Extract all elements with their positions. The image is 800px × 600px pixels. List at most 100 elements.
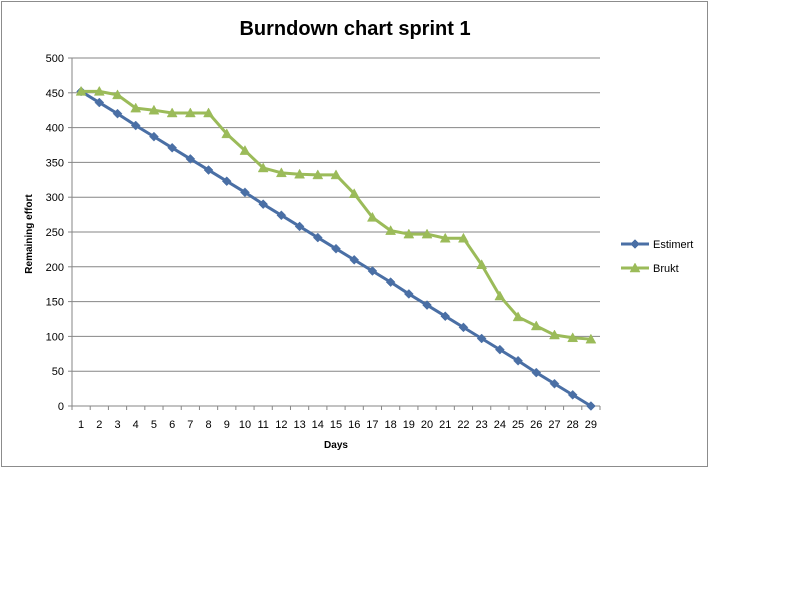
y-tick-label: 350 [46, 157, 64, 169]
data-point [112, 89, 123, 100]
legend-item: Estimert [621, 239, 693, 251]
data-point [586, 401, 596, 411]
data-point [476, 333, 487, 344]
y-tick-label: 150 [46, 297, 64, 309]
data-point [130, 120, 141, 131]
data-point [513, 355, 523, 366]
y-axis-label: Remaining effort [24, 194, 35, 274]
y-tick-label: 450 [46, 88, 64, 100]
data-point [258, 199, 269, 210]
data-point [184, 107, 196, 118]
data-point [531, 367, 542, 378]
x-tick-label: 16 [348, 419, 360, 431]
data-point [385, 277, 396, 287]
x-axis-ticks: 1 2 3 4 5 6 7 8 9 10 11 12 13 14 15 16 17 18 19 20 21 22 23 24 2… [78, 419, 597, 431]
data-point [239, 145, 251, 155]
data-point [440, 311, 451, 322]
x-tick-label: 22 [457, 419, 469, 431]
x-tick-label: 21 [439, 419, 451, 431]
data-point [312, 169, 324, 180]
x-tick-label: 28 [567, 419, 579, 431]
data-point [567, 390, 578, 400]
data-point [439, 232, 451, 243]
data-point [130, 102, 142, 113]
series-lines [75, 85, 597, 411]
data-point [567, 332, 579, 343]
data-point [367, 266, 378, 276]
chart-area: Burndown chart sprint 1 0 50 100 150 200 250 3… [1, 1, 708, 467]
x-tick-label: 18 [384, 419, 396, 431]
data-point [403, 228, 415, 239]
data-point [148, 104, 160, 115]
x-tick-label: 27 [548, 419, 560, 431]
x-tick-label: 19 [403, 419, 415, 431]
y-tick-label: 0 [58, 401, 64, 413]
x-tick-label: 9 [224, 419, 230, 431]
data-point [495, 344, 505, 355]
data-point [275, 167, 287, 178]
data-point [458, 232, 469, 243]
x-tick-label: 29 [585, 419, 597, 431]
x-tick-label: 25 [512, 419, 524, 431]
x-tick-label: 4 [133, 419, 139, 431]
y-tick-label: 250 [46, 227, 64, 239]
x-tick-label: 2 [96, 419, 102, 431]
legend-label: Brukt [653, 263, 679, 275]
data-point [348, 188, 360, 198]
data-point [512, 311, 524, 322]
data-point [221, 176, 232, 187]
gridlines [68, 57, 601, 410]
x-tick-label: 6 [169, 419, 175, 431]
data-point [167, 142, 177, 153]
data-point [494, 290, 506, 301]
data-point [330, 169, 342, 180]
data-point [549, 378, 560, 389]
data-point [166, 107, 178, 118]
data-point [421, 228, 433, 239]
data-point [94, 97, 105, 108]
data-point [385, 225, 397, 235]
x-tick-label: 15 [330, 419, 342, 431]
y-tick-label: 500 [46, 53, 64, 65]
y-axis-ticks: 0 50 100 150 200 250 300 350 400 450 500 [46, 53, 64, 413]
x-tick-label: 24 [494, 419, 506, 431]
legend-item: Brukt [621, 262, 679, 275]
data-point [257, 162, 269, 173]
legend: Estimert Brukt [621, 239, 693, 275]
y-tick-label: 200 [46, 262, 64, 274]
burndown-chart: Burndown chart sprint 1 0 50 100 150 200 250 3… [24, 18, 693, 451]
data-point [585, 333, 597, 344]
legend-marker [629, 262, 641, 273]
data-point [240, 187, 250, 198]
x-tick-label: 14 [312, 419, 324, 431]
x-tick-label: 12 [275, 419, 287, 431]
x-tick-label: 26 [530, 419, 542, 431]
x-tick-label: 7 [187, 419, 193, 431]
x-tick-label: 20 [421, 419, 433, 431]
x-tick-label: 23 [476, 419, 488, 431]
y-tick-label: 300 [46, 192, 64, 204]
series-estimert [76, 86, 596, 411]
data-point [294, 168, 306, 179]
data-point [530, 320, 542, 331]
data-point [403, 289, 414, 299]
x-tick-label: 10 [239, 419, 251, 431]
y-tick-label: 400 [46, 123, 64, 135]
x-tick-label: 17 [366, 419, 378, 431]
data-point [203, 107, 214, 118]
x-tick-label: 13 [293, 419, 305, 431]
x-tick-label: 5 [151, 419, 157, 431]
data-point [112, 108, 123, 119]
data-point [93, 85, 105, 96]
data-point [458, 322, 469, 333]
data-point [185, 154, 196, 164]
data-point [366, 211, 378, 222]
legend-label: Estimert [653, 239, 693, 251]
data-point [149, 131, 159, 142]
data-point [349, 254, 360, 265]
data-point [221, 128, 233, 139]
data-point [75, 85, 87, 96]
data-point [476, 259, 488, 269]
y-tick-label: 50 [52, 366, 64, 378]
data-point [549, 329, 560, 340]
